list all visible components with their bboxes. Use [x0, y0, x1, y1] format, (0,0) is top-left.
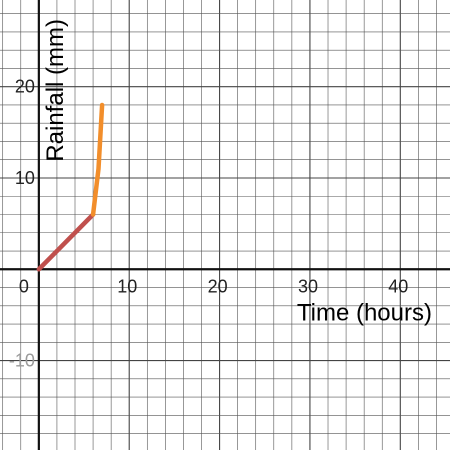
x-tick-label: 10 — [117, 276, 137, 296]
y-tick-label: 20 — [15, 77, 35, 97]
tick-labels: 0 10 20 30 40 20 10 -10 — [9, 77, 408, 371]
x-tick-label: 30 — [298, 276, 318, 296]
series-line-2 — [90, 102, 105, 217]
y-tick-label: -10 — [9, 351, 35, 371]
x-tick-label: 20 — [208, 276, 228, 296]
x-axis-label: Time (hours) — [297, 299, 432, 326]
y-tick-label: 10 — [15, 168, 35, 188]
x-tick-label: 0 — [19, 276, 29, 296]
x-tick-label: 40 — [388, 276, 408, 296]
series-group — [36, 102, 105, 272]
series-line-1 — [36, 212, 96, 272]
y-axis-label: Rainfall (mm) — [42, 19, 69, 162]
